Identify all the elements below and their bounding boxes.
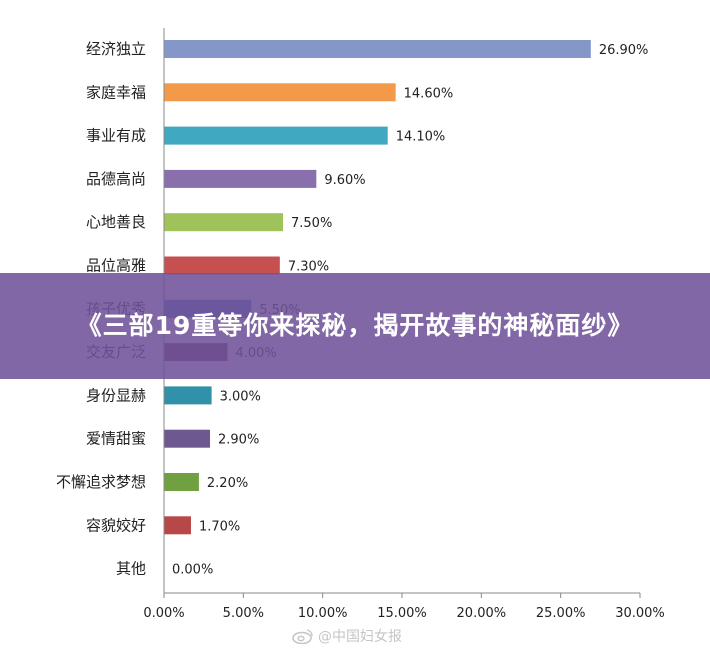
value-label: 7.30% bbox=[288, 260, 329, 275]
value-label: 7.50% bbox=[291, 216, 332, 231]
category-label: 其他 bbox=[116, 560, 146, 578]
watermark: @中国妇女报 bbox=[292, 626, 402, 646]
category-label: 品位高雅 bbox=[86, 257, 146, 275]
category-label: 不懈追求梦想 bbox=[56, 473, 146, 491]
category-label: 容貌姣好 bbox=[86, 516, 146, 534]
value-label: 2.90% bbox=[218, 433, 259, 448]
bar bbox=[164, 126, 388, 145]
watermark-text: @中国妇女报 bbox=[318, 629, 402, 645]
x-axis: 0.00% 5.00% 10.00% 15.00% 20.00% 25.00% 30.00% bbox=[143, 28, 665, 621]
bar bbox=[164, 473, 199, 491]
bar bbox=[164, 213, 283, 232]
category-label: 经济独立 bbox=[86, 40, 146, 58]
value-label: 2.20% bbox=[207, 476, 248, 491]
category-label: 品德高尚 bbox=[86, 170, 146, 188]
category-label: 事业有成 bbox=[86, 127, 146, 145]
x-tick-label: 25.00% bbox=[536, 606, 586, 621]
bar bbox=[164, 40, 591, 58]
bar bbox=[164, 83, 396, 102]
weibo-icon bbox=[292, 629, 313, 644]
x-tick-label: 30.00% bbox=[615, 606, 665, 621]
title-banner: 《三部19重等你来探秘，揭开故事的神秘面纱》 bbox=[0, 273, 710, 379]
bar bbox=[164, 516, 191, 535]
x-tick-label: 10.00% bbox=[298, 606, 348, 621]
value-label: 14.60% bbox=[404, 86, 454, 101]
category-label: 心地善良 bbox=[86, 213, 146, 231]
bar bbox=[164, 386, 212, 405]
category-label: 爱情甜蜜 bbox=[86, 430, 146, 448]
bar bbox=[164, 256, 280, 275]
value-label: 9.60% bbox=[324, 173, 365, 188]
x-tick-label: 0.00% bbox=[143, 606, 184, 621]
bar bbox=[164, 429, 211, 448]
x-tick-label: 20.00% bbox=[457, 606, 507, 621]
bar bbox=[164, 169, 317, 188]
value-labels-group: 26.90%14.60%14.10%9.60%7.50%7.30%5.50%4.… bbox=[172, 43, 648, 578]
value-label: 0.00% bbox=[172, 563, 213, 578]
x-tick-label: 15.00% bbox=[377, 606, 427, 621]
category-label: 家庭幸福 bbox=[86, 83, 146, 101]
value-label: 3.00% bbox=[220, 389, 261, 404]
value-label: 1.70% bbox=[199, 519, 240, 534]
banner-title: 《三部19重等你来探秘，揭开故事的神秘面纱》 bbox=[76, 311, 634, 340]
value-label: 14.10% bbox=[396, 130, 446, 145]
x-tick-label: 5.00% bbox=[223, 606, 264, 621]
value-label: 26.90% bbox=[599, 43, 649, 58]
category-label: 身份显赫 bbox=[86, 386, 146, 404]
